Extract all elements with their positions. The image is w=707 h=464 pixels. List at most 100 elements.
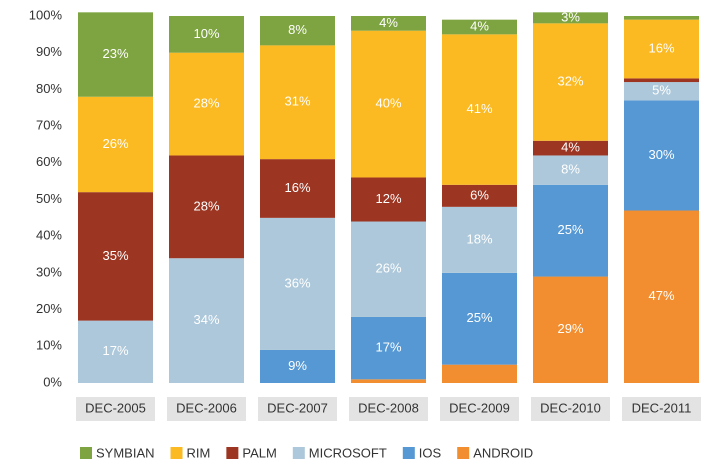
bar-segment	[442, 34, 517, 185]
legend-swatch	[170, 447, 183, 459]
bar-segment	[442, 364, 517, 383]
y-tick-label: 100%	[29, 7, 63, 22]
bar-segment	[169, 52, 244, 156]
data-label: 40%	[375, 96, 401, 111]
bar-segment	[442, 184, 517, 207]
legend-label: IOS	[419, 445, 442, 460]
data-label: 6%	[470, 187, 489, 202]
bar-segment	[624, 100, 699, 211]
bar-segment	[78, 12, 153, 97]
y-tick-label: 90%	[36, 44, 62, 59]
legend-label: RIM	[187, 445, 211, 460]
legend-label: ANDROID	[473, 445, 533, 460]
bar-segment	[351, 221, 426, 317]
bar-segment	[624, 16, 699, 20]
data-label: 36%	[284, 275, 310, 290]
category-label-bg	[76, 397, 155, 421]
data-label: 41%	[466, 101, 492, 116]
bar-segment	[533, 155, 608, 185]
bar-segment	[533, 12, 608, 24]
data-label: 34%	[193, 312, 219, 327]
bar-segment	[169, 258, 244, 383]
bar-segment	[351, 177, 426, 222]
data-label: 30%	[648, 147, 674, 162]
y-tick-label: 70%	[36, 118, 62, 133]
y-tick-label: 10%	[36, 338, 62, 353]
data-label: 28%	[193, 198, 219, 213]
bar-segment	[533, 184, 608, 277]
x-tick-label: DEC-2010	[540, 400, 601, 415]
legend-swatch	[457, 447, 470, 459]
category-label-bg	[622, 397, 701, 421]
y-tick-label: 20%	[36, 301, 62, 316]
y-tick-label: 60%	[36, 154, 62, 169]
data-label: 4%	[470, 18, 489, 33]
bar-segment	[351, 316, 426, 380]
legend-swatch	[80, 447, 92, 459]
y-tick-label: 80%	[36, 81, 62, 96]
data-label: 31%	[284, 94, 310, 109]
data-label: 17%	[102, 343, 128, 358]
legend-swatch	[402, 447, 415, 459]
data-label: 4%	[561, 140, 580, 155]
bar-segment	[351, 379, 426, 383]
y-tick-label: 50%	[36, 191, 62, 206]
category-label-bg	[531, 397, 610, 421]
data-label: 25%	[557, 222, 583, 237]
legend-label: PALM	[242, 445, 276, 460]
bar-segment	[533, 23, 608, 141]
bar-segment	[533, 140, 608, 156]
data-label: 10%	[193, 26, 219, 41]
bar-segment	[260, 16, 335, 46]
bar-segment	[78, 192, 153, 321]
data-label: 28%	[193, 96, 219, 111]
data-label: 26%	[375, 261, 401, 276]
bar-segment	[442, 19, 517, 35]
legend-swatch	[292, 447, 305, 459]
bar-segment	[624, 82, 699, 101]
data-label: 29%	[557, 321, 583, 336]
bar-segment	[78, 96, 153, 193]
data-label: 16%	[648, 40, 674, 55]
data-label: 18%	[466, 231, 492, 246]
data-label: 23%	[102, 46, 128, 61]
x-tick-label: DEC-2011	[632, 400, 692, 415]
data-label: 47%	[648, 288, 674, 303]
data-label: 25%	[466, 310, 492, 325]
data-label: 12%	[375, 191, 401, 206]
x-tick-label: DEC-2009	[449, 400, 510, 415]
bar-segment	[169, 155, 244, 259]
data-label: 26%	[102, 136, 128, 151]
category-label-bg	[440, 397, 519, 421]
bar-segment	[442, 206, 517, 273]
bar-segment	[169, 16, 244, 53]
bar-segment	[260, 159, 335, 218]
y-tick-label: 30%	[36, 264, 62, 279]
bar-segment	[533, 276, 608, 383]
data-label: 8%	[288, 22, 307, 37]
category-label-bg	[167, 397, 246, 421]
category-label-bg	[349, 397, 428, 421]
category-label-bg	[258, 397, 337, 421]
x-tick-label: DEC-2007	[267, 400, 328, 415]
bar-segment	[624, 210, 699, 383]
x-tick-label: DEC-2008	[358, 400, 419, 415]
bar-segment	[260, 349, 335, 383]
data-label: 4%	[379, 15, 398, 30]
bar-segment	[260, 45, 335, 160]
bar-segment	[442, 272, 517, 365]
data-label: 35%	[102, 248, 128, 263]
data-label: 16%	[284, 180, 310, 195]
legend-label: SYMBIAN	[96, 445, 155, 460]
legend-swatch	[226, 447, 239, 459]
x-tick-label: DEC-2005	[85, 400, 146, 415]
data-label: 8%	[561, 162, 580, 177]
x-tick-label: DEC-2006	[176, 400, 237, 415]
bar-segment	[260, 217, 335, 350]
data-label: 32%	[557, 73, 583, 88]
data-label: 9%	[288, 358, 307, 373]
bar-segment	[624, 19, 699, 79]
bar-segment	[78, 320, 153, 383]
